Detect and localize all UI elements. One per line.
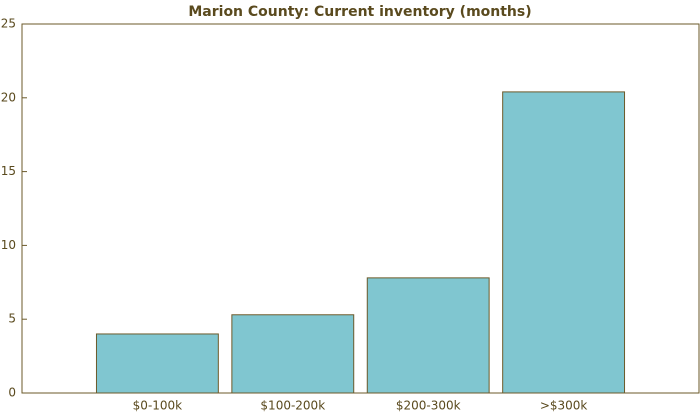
x-tick-label: $100-200k [260,399,325,413]
bar [95,333,219,394]
y-tick-label: 25 [1,17,16,31]
bar [231,314,355,394]
y-tick-label: 5 [8,312,16,326]
bar [502,91,626,394]
x-tick-label: >$300k [540,399,588,413]
plot-frame [21,23,700,394]
x-tick-label: $0-100k [133,399,183,413]
y-tick-label: 0 [8,386,16,400]
chart-title: Marion County: Current inventory (months… [188,4,531,20]
y-tick-label: 15 [1,164,16,178]
y-tick-label: 10 [1,238,16,252]
bar [366,277,490,394]
y-tick-label: 20 [1,90,16,104]
x-tick-label: $200-300k [396,399,461,413]
